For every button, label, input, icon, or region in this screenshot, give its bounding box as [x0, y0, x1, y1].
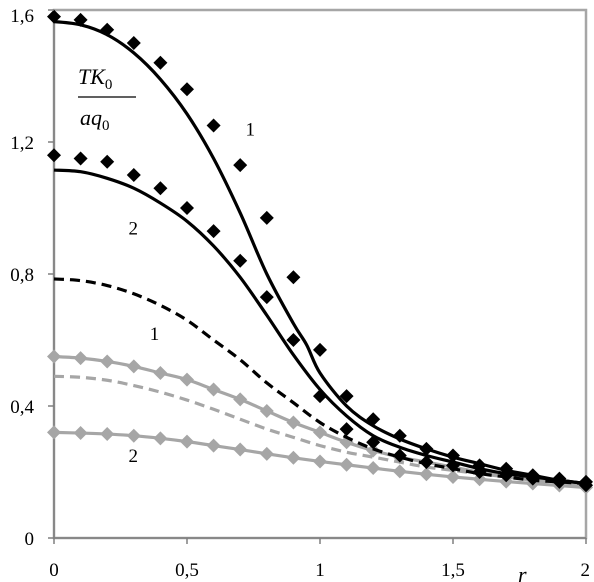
data-point-1-15	[446, 448, 460, 463]
curve-label-0: 1	[246, 119, 256, 140]
y-tick-label: 0,8	[10, 265, 34, 286]
data-point-1-1	[73, 12, 88, 27]
data-point-6-1	[73, 351, 88, 366]
data-point-1-5	[180, 82, 194, 97]
data-point-6-6	[206, 382, 221, 397]
data-point-3-4	[153, 181, 168, 196]
data-point-1-9	[286, 270, 301, 285]
y-tick-label: 1,2	[10, 133, 34, 154]
data-point-6-8	[259, 403, 274, 418]
data-point-6-7	[233, 392, 248, 407]
data-point-3-7	[233, 253, 248, 268]
data-point-9-1	[73, 426, 88, 441]
curve-label-2: 1	[150, 324, 160, 345]
data-point-6-5	[180, 372, 194, 387]
data-point-6-4	[153, 366, 168, 380]
series-line-0	[53, 19, 587, 486]
curve-label-1: 2	[128, 218, 138, 239]
data-point-1-8	[259, 210, 274, 225]
data-point-3-18	[525, 471, 540, 486]
series-layer	[47, 9, 593, 495]
x-tick-label: 1	[315, 560, 325, 581]
x-tick-label: 2	[581, 560, 591, 581]
data-point-9-13	[392, 464, 407, 479]
x-tick-label: 1,5	[441, 560, 465, 581]
data-point-9-10	[313, 454, 327, 469]
data-point-9-4	[153, 431, 168, 446]
data-point-3-17	[499, 468, 514, 483]
data-point-9-6	[206, 438, 221, 453]
x-axis-label: r	[518, 562, 527, 582]
annotation-layer: 1 2 1 2	[128, 119, 255, 467]
data-point-6-0	[47, 349, 61, 364]
y-tick-label: 0,4	[10, 397, 34, 418]
data-point-9-15	[446, 469, 460, 484]
data-point-1-10	[313, 342, 327, 357]
y-label-numerator: TK0	[78, 64, 112, 93]
data-point-1-13	[392, 428, 407, 443]
data-point-3-6	[206, 224, 221, 239]
data-point-3-15	[446, 458, 460, 473]
data-point-3-14	[419, 455, 434, 470]
data-point-3-2	[100, 154, 115, 169]
curve-label-3: 2	[128, 446, 138, 467]
data-point-3-5	[180, 201, 194, 215]
data-point-6-9	[286, 415, 301, 430]
data-point-3-0	[47, 148, 61, 163]
data-point-3-19	[552, 474, 567, 489]
data-point-1-6	[206, 118, 221, 133]
data-point-3-3	[126, 168, 141, 182]
data-point-1-7	[233, 158, 248, 173]
data-point-9-14	[419, 467, 434, 482]
y-axis-label: TK0 aq0	[78, 64, 136, 134]
data-point-1-3	[126, 36, 141, 50]
data-point-9-8	[259, 446, 274, 461]
data-point-9-2	[100, 427, 115, 442]
data-point-6-2	[100, 354, 115, 369]
x-tick-label: 0	[49, 560, 59, 581]
data-point-9-3	[126, 428, 141, 443]
data-point-3-20	[579, 478, 593, 493]
data-point-9-7	[233, 442, 248, 457]
data-point-1-0	[47, 9, 61, 24]
data-point-1-11	[339, 389, 354, 404]
series-line-4	[53, 277, 587, 486]
data-point-9-9	[286, 450, 301, 465]
y-tick-label: 1,6	[10, 6, 34, 27]
data-point-1-2	[100, 22, 115, 37]
data-point-9-11	[339, 457, 354, 472]
data-point-3-8	[259, 290, 274, 305]
data-point-1-14	[419, 441, 434, 456]
data-point-6-3	[126, 359, 141, 374]
data-point-9-5	[180, 434, 194, 449]
data-point-9-12	[366, 461, 381, 476]
data-point-3-10	[313, 389, 327, 404]
data-point-1-12	[366, 412, 381, 427]
data-point-9-0	[47, 425, 61, 440]
data-point-3-16	[472, 465, 487, 479]
data-point-3-12	[366, 435, 381, 450]
ticks-layer: 0 0,5 1 1,5 2 0 0,4 0,8 1,2 1,6	[10, 6, 590, 581]
x-tick-label: 0,5	[175, 560, 199, 581]
data-point-6-10	[313, 425, 327, 440]
data-point-3-11	[339, 422, 354, 437]
y-tick-label: 0	[25, 529, 35, 550]
data-point-1-4	[153, 55, 168, 70]
data-point-3-1	[73, 151, 88, 166]
y-label-denominator: aq0	[80, 105, 110, 134]
data-point-3-13	[392, 448, 407, 463]
data-point-3-9	[286, 333, 301, 347]
